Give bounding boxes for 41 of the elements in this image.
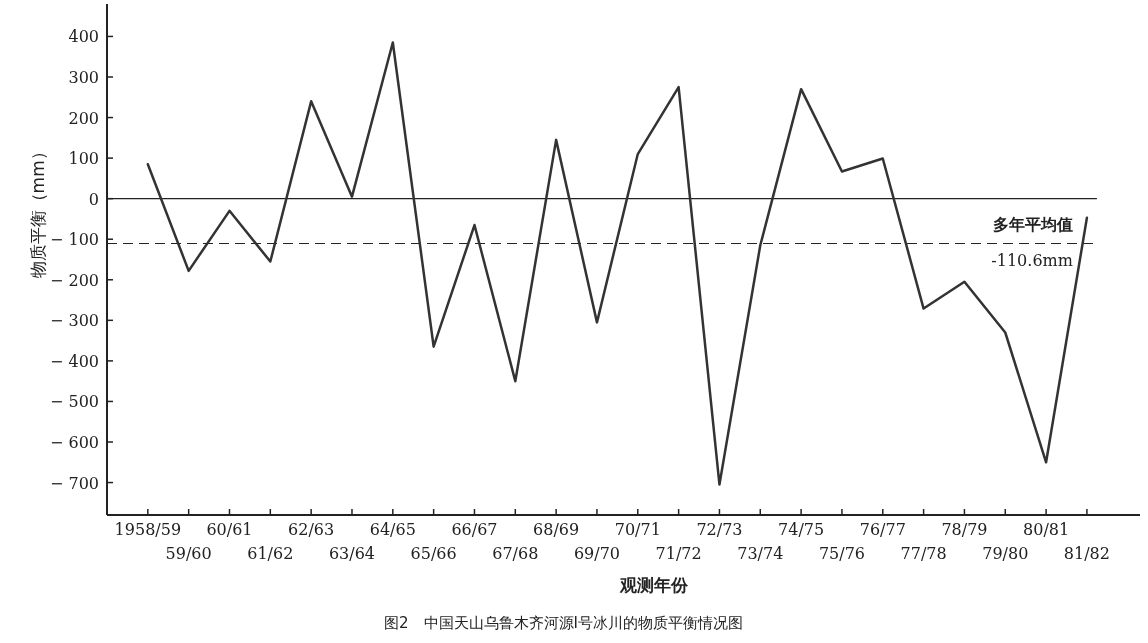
x-tick-label: 69/70 [573, 544, 621, 563]
y-tick-label: − 500 [49, 392, 99, 412]
x-tick-label: 75/76 [818, 544, 865, 563]
y-axis-title: 物质平衡（mm） [28, 143, 48, 279]
y-tick-label: − 200 [49, 270, 99, 290]
x-tick-label: 76/77 [859, 520, 906, 539]
y-tick-label: 0 [88, 189, 99, 209]
y-tick-label: 300 [68, 68, 99, 87]
y-tick-label: 100 [68, 149, 99, 169]
line-series [146, 41, 1089, 486]
x-tick-label: 78/79 [941, 520, 988, 539]
y-tick-label: − 600 [49, 433, 99, 452]
x-tick-label: 70/71 [614, 520, 661, 539]
x-tick-label: 80/81 [1023, 520, 1070, 539]
x-tick-label: 67/68 [492, 544, 539, 563]
x-tick-label: 1958/59 [114, 520, 182, 539]
x-axis-title: 观测年份 [618, 575, 689, 595]
x-tick-label: 74/75 [778, 520, 825, 539]
y-tick-label: − 300 [49, 311, 99, 331]
x-tick-label: 61/62 [247, 544, 294, 563]
y-tick-label: − 100 [49, 230, 99, 250]
x-tick-label: 81/82 [1063, 544, 1110, 563]
x-tick-label: 68/69 [533, 520, 580, 539]
y-tick-label: − 400 [49, 351, 99, 371]
x-tick-label: 73/74 [737, 544, 784, 563]
y-tick-label: − 700 [49, 473, 99, 493]
x-tick-label: 77/78 [900, 544, 947, 563]
y-tick-label: 400 [68, 27, 99, 47]
x-tick-label: 79/80 [982, 544, 1029, 563]
text: 图2 中国天山乌鲁木齐河源Ⅰ号冰川的物质平衡情况图 [384, 614, 743, 632]
x-tick-label: 65/66 [410, 544, 457, 563]
x-tick-label: 63/64 [328, 544, 376, 563]
x-tick-label: 62/63 [288, 520, 335, 539]
x-tick-label: 71/72 [655, 544, 702, 563]
ref-line-label: 多年平均值 -110.6mm [991, 214, 1073, 270]
y-tick-label: 200 [68, 108, 99, 128]
x-tick-label: 66/67 [451, 520, 498, 539]
x-tick-label: 64/65 [369, 520, 416, 539]
x-tick-label: 60/61 [206, 520, 253, 539]
x-tick-label: 72/73 [696, 520, 743, 539]
x-tick-label: 59/60 [165, 544, 212, 563]
